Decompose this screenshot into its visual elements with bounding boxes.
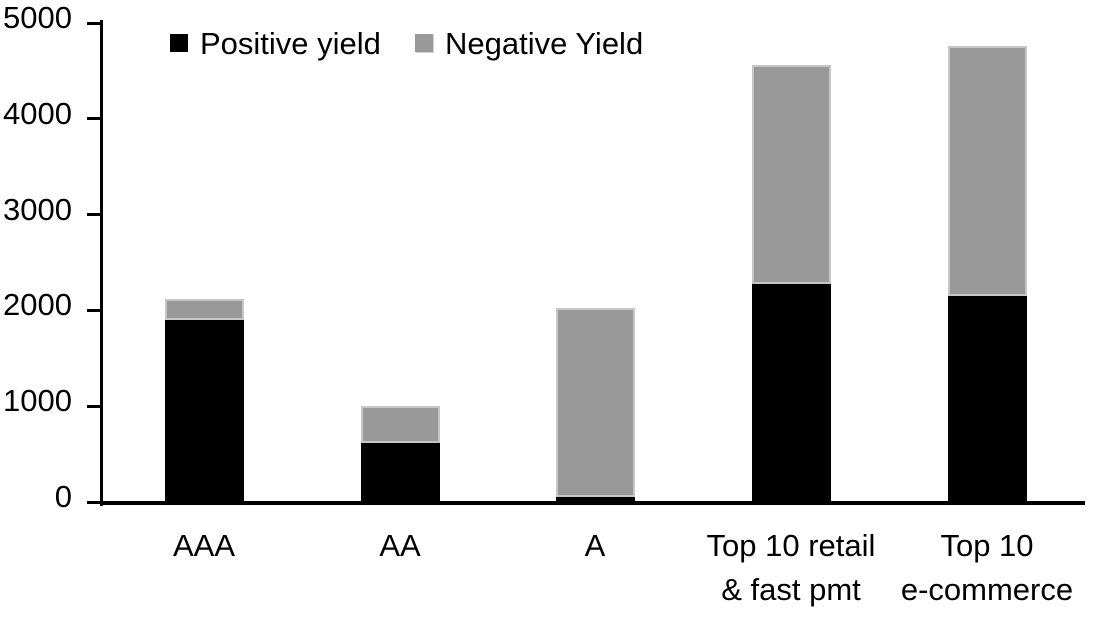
y-axis-tick-label: 5000: [3, 0, 72, 35]
bar-segment-negative-yield: [948, 46, 1027, 296]
y-axis-line: [100, 20, 103, 506]
bar-segment-negative-yield: [165, 298, 244, 320]
x-axis-category-label: A: [584, 528, 606, 563]
y-axis-tick-label: 3000: [3, 191, 72, 227]
bar-segment-negative-yield: [361, 406, 440, 443]
y-axis-tick-mark: [87, 117, 100, 120]
bar-segment-positive-yield: [361, 442, 440, 503]
y-axis-tick-label: 2000: [3, 287, 72, 323]
y-axis-tick-mark: [87, 309, 100, 312]
y-axis-tick-label: 0: [54, 479, 72, 514]
y-axis-tick-mark: [87, 213, 100, 216]
bar-segment-positive-yield: [556, 497, 635, 503]
bar-segment-positive-yield: [752, 283, 831, 503]
y-axis-tick-mark: [87, 405, 100, 408]
x-axis-category-label: AA: [379, 528, 421, 563]
y-axis-tick-mark: [87, 501, 100, 504]
y-axis-tick-label: 4000: [3, 95, 72, 131]
x-axis-line: [100, 501, 1085, 505]
negative-yield-swatch-icon: [415, 34, 433, 52]
legend-item-positive-yield: Positive yield: [170, 26, 381, 62]
bar-segment-positive-yield: [948, 296, 1027, 503]
x-axis-category-label: Top 10 e-commerce: [900, 528, 1074, 607]
y-axis-tick-label: 1000: [3, 383, 72, 419]
x-axis-category-label: Top 10 retail & fast pmt: [706, 528, 876, 607]
y-axis-tick-mark: [87, 22, 100, 25]
legend-item-negative-yield: Negative Yield: [415, 26, 643, 62]
bar-segment-positive-yield: [165, 320, 244, 503]
bar-segment-negative-yield: [752, 65, 831, 284]
legend-label-negative-yield: Negative Yield: [445, 26, 644, 61]
bar-segment-negative-yield: [556, 307, 635, 498]
legend-label-positive-yield: Positive yield: [200, 26, 381, 61]
positive-yield-swatch-icon: [170, 34, 188, 52]
x-axis-category-label: AAA: [172, 528, 236, 563]
